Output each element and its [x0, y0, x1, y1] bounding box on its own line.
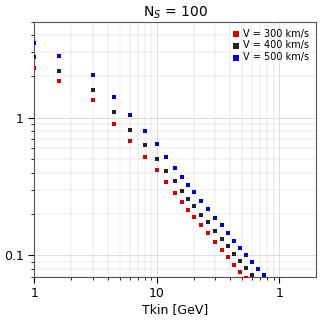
- Point: [274, 286, 279, 292]
- Point: [90, 72, 95, 77]
- Point: [249, 283, 254, 288]
- Point: [244, 276, 249, 281]
- Point: [112, 122, 117, 127]
- Point: [90, 97, 95, 102]
- Point: [32, 66, 37, 71]
- Point: [32, 40, 37, 45]
- Point: [142, 154, 148, 159]
- Point: [261, 286, 267, 292]
- Point: [232, 238, 237, 243]
- Point: [261, 272, 267, 277]
- Point: [179, 199, 184, 204]
- Point: [237, 269, 243, 274]
- Point: [142, 129, 148, 134]
- X-axis label: Tkin [GeV]: Tkin [GeV]: [142, 303, 208, 316]
- Point: [205, 231, 210, 236]
- Point: [179, 188, 184, 193]
- Point: [225, 230, 230, 235]
- Point: [112, 94, 117, 100]
- Point: [164, 154, 169, 159]
- Title: N$_S$ = 100: N$_S$ = 100: [143, 4, 208, 20]
- Point: [32, 55, 37, 60]
- Point: [172, 190, 177, 195]
- Point: [237, 259, 243, 264]
- Point: [249, 259, 254, 264]
- Point: [154, 157, 159, 162]
- Point: [274, 311, 279, 316]
- Point: [57, 68, 62, 73]
- Point: [198, 212, 204, 217]
- Point: [90, 87, 95, 92]
- Point: [164, 180, 169, 185]
- Point: [219, 247, 224, 252]
- Point: [198, 198, 204, 204]
- Point: [244, 252, 249, 257]
- Point: [212, 228, 218, 234]
- Point: [186, 207, 191, 212]
- Point: [179, 174, 184, 180]
- Point: [191, 190, 196, 195]
- Point: [205, 220, 210, 225]
- Point: [255, 266, 260, 271]
- Point: [164, 169, 169, 174]
- Point: [142, 143, 148, 148]
- Point: [219, 223, 224, 228]
- Point: [280, 306, 285, 311]
- Point: [232, 252, 237, 257]
- Point: [127, 138, 132, 143]
- Point: [57, 78, 62, 84]
- Point: [198, 223, 204, 228]
- Point: [154, 142, 159, 147]
- Point: [127, 112, 132, 117]
- Point: [212, 239, 218, 244]
- Point: [298, 312, 303, 317]
- Point: [267, 279, 272, 284]
- Point: [186, 182, 191, 188]
- Point: [249, 272, 254, 277]
- Point: [286, 299, 291, 304]
- Point: [212, 215, 218, 220]
- Point: [112, 109, 117, 115]
- Point: [154, 167, 159, 172]
- Point: [274, 299, 279, 304]
- Point: [292, 306, 297, 311]
- Point: [304, 319, 309, 320]
- Point: [286, 314, 291, 319]
- Point: [255, 279, 260, 284]
- Point: [172, 165, 177, 170]
- Point: [205, 206, 210, 211]
- Point: [57, 54, 62, 59]
- Point: [219, 236, 224, 241]
- Point: [127, 127, 132, 132]
- Legend: V = 300 km/s, V = 400 km/s, V = 500 km/s: V = 300 km/s, V = 400 km/s, V = 500 km/s: [230, 27, 311, 64]
- Point: [232, 262, 237, 268]
- Point: [261, 297, 267, 302]
- Point: [267, 303, 272, 308]
- Point: [225, 244, 230, 249]
- Point: [280, 317, 285, 320]
- Point: [186, 196, 191, 201]
- Point: [267, 293, 272, 298]
- Point: [280, 293, 285, 298]
- Point: [237, 245, 243, 250]
- Point: [244, 265, 249, 270]
- Point: [191, 204, 196, 209]
- Point: [225, 255, 230, 260]
- Point: [172, 179, 177, 184]
- Point: [191, 214, 196, 220]
- Point: [255, 290, 260, 295]
